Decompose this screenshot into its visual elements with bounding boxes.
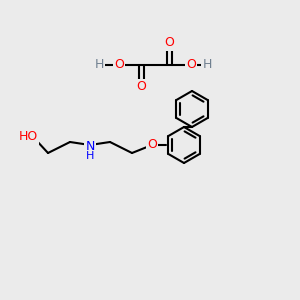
Text: O: O <box>114 58 124 71</box>
Text: O: O <box>136 80 146 94</box>
Text: H: H <box>94 58 104 71</box>
Text: N: N <box>85 140 95 154</box>
Text: HO: HO <box>18 130 38 143</box>
Text: H: H <box>202 58 212 71</box>
Text: H: H <box>86 151 94 161</box>
Text: O: O <box>186 58 196 71</box>
Text: O: O <box>147 139 157 152</box>
Text: O: O <box>164 37 174 50</box>
